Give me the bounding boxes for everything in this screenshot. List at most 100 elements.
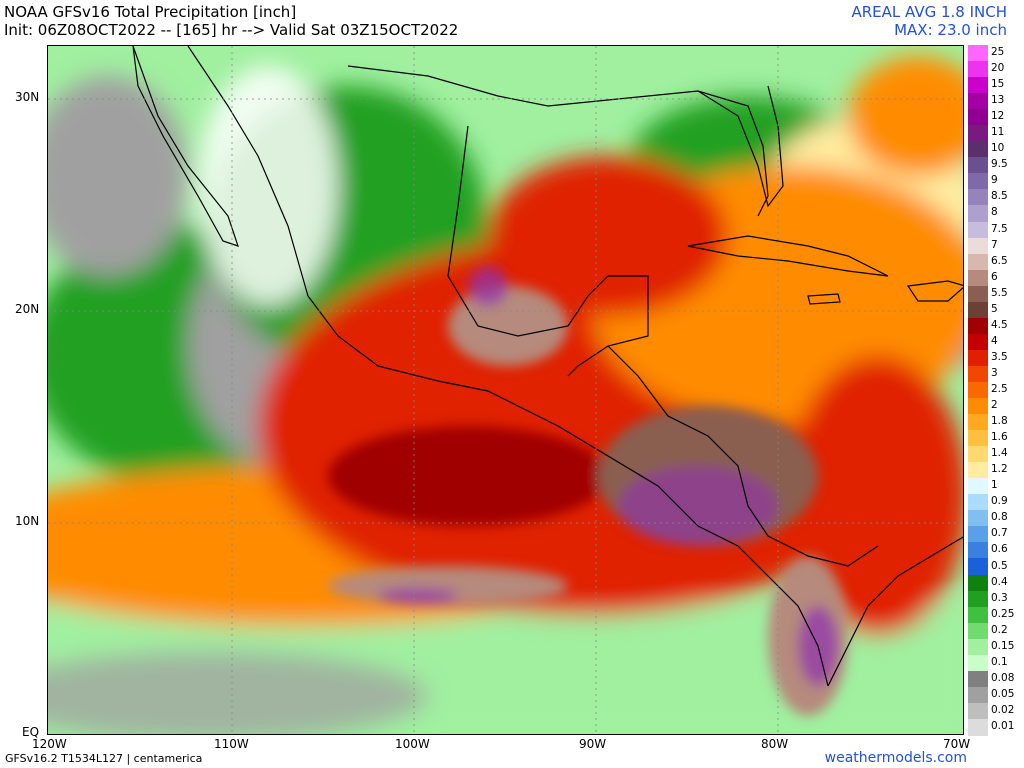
cuba-coastline [687, 235, 889, 277]
hispaniola-coastline [906, 280, 963, 302]
colorbar-label: 1 [991, 479, 998, 492]
colorbar-label: 2 [991, 399, 998, 412]
central-america-caribbean [607, 345, 879, 567]
colorbar-label: 1.4 [991, 447, 1008, 460]
colorbar-swatch [968, 333, 988, 351]
colorbar-label: 6 [991, 270, 998, 283]
south-dry-band [48, 651, 428, 734]
colorbar-swatch [968, 77, 988, 94]
colorbar-swatch [968, 654, 988, 672]
colorbar-swatch [968, 638, 988, 656]
lon-label-120w: 120W [32, 737, 67, 751]
lon-label-80w: 80W [761, 737, 789, 751]
colorbar-label: 0.02 [991, 703, 1015, 716]
colorbar-swatch [968, 446, 988, 463]
colorbar-swatch [968, 686, 988, 704]
dark-red-core-1 [328, 426, 608, 526]
colorbar-label: 0.15 [991, 639, 1015, 652]
colorbar-label: 8.5 [991, 190, 1008, 203]
colorbar-label: 5 [991, 302, 998, 315]
colorbar-swatch [968, 93, 988, 110]
colorbar-label: 6.5 [991, 254, 1008, 267]
colorbar-label: 0.01 [991, 719, 1015, 732]
colorbar-swatch [968, 173, 988, 190]
colorbar-swatch [968, 590, 988, 608]
colorbar-label: 2.5 [991, 383, 1008, 395]
colorbar-swatch [968, 285, 988, 303]
colorbar-label: 1.6 [991, 431, 1008, 444]
colorbar-swatch [968, 478, 988, 495]
gulf-red [488, 156, 728, 316]
lat-label-10n: 10N [15, 514, 40, 528]
colorbar-label: 0.8 [991, 511, 1008, 524]
colorbar-label: 0.25 [991, 607, 1015, 620]
colorbar-label: 4.5 [991, 318, 1008, 331]
colorbar-swatch [968, 221, 988, 239]
lat-lon-grid [48, 46, 963, 734]
colorbar-swatch [968, 381, 988, 399]
map-canvas [48, 46, 963, 734]
model-info: GFSv16.2 T1534L127 | centamerica [5, 752, 203, 765]
colorbar-label: 3.5 [991, 350, 1008, 363]
colorbar-swatch [968, 414, 988, 431]
colorbar-swatch [968, 622, 988, 640]
colorbar-swatch [968, 349, 988, 367]
init-valid-line: Init: 06Z08OCT2022 -- [165] hr --> Valid… [4, 21, 459, 39]
colorbar-label: 12 [991, 110, 1005, 123]
site-link[interactable]: weathermodels.com [824, 750, 967, 766]
colorbar-label: 8 [991, 206, 998, 219]
colorbar-label: 3 [991, 366, 998, 379]
colorbar-swatch [968, 301, 988, 319]
colorbar-swatch [968, 542, 988, 560]
colorbar-label: 25 [991, 46, 1005, 59]
colorbar-swatch [968, 574, 988, 592]
colorbar-swatch [968, 157, 988, 174]
colorbar-swatch [968, 61, 988, 78]
areal-average: AREAL AVG 1.8 INCH [851, 3, 1007, 21]
colorbar-label: 0.5 [991, 559, 1008, 572]
south-america-coast [827, 536, 963, 687]
precipitation-map [47, 45, 964, 735]
baja-land [198, 66, 338, 306]
colorbar-swatch [968, 365, 988, 383]
colorbar-swatch [968, 125, 988, 142]
mauve-core-1 [448, 286, 568, 366]
colorbar-swatch [968, 558, 988, 576]
mexico-pacific-coast [187, 46, 519, 407]
colorbar-label: 0.05 [991, 687, 1015, 700]
lat-label-30n: 30N [15, 90, 40, 104]
colorbar-label: 7 [991, 238, 998, 251]
jamaica-coastline [807, 293, 841, 305]
precipitation-field [48, 46, 963, 734]
lat-label-20n: 20N [15, 302, 40, 316]
lon-label-100w: 100W [395, 737, 430, 751]
colorbar-label: 0.2 [991, 623, 1008, 636]
colorbar-label: 10 [991, 142, 1005, 155]
colorbar-swatch [968, 269, 988, 287]
colorbar-swatch [968, 430, 988, 447]
northwest-dry-region [48, 76, 188, 276]
colorbar-swatch [968, 702, 988, 720]
colorbar-label: 0.1 [991, 655, 1008, 668]
colorbar-label: 0.9 [991, 495, 1008, 508]
colorbar-swatch [968, 141, 988, 158]
colorbar-swatch [968, 205, 988, 223]
purple-core-1 [618, 466, 778, 546]
colorbar-label: 4 [991, 334, 998, 347]
colorbar-label: 5.5 [991, 286, 1008, 299]
colorbar-label: 7.5 [991, 222, 1008, 235]
colorbar-label: 15 [991, 78, 1005, 91]
east-red [788, 356, 963, 636]
colorbar-label: 1.8 [991, 415, 1008, 428]
colorbar-swatch [968, 189, 988, 207]
central-america-pacific [517, 405, 829, 687]
colorbar-swatch [968, 462, 988, 479]
colorbar-swatch [968, 718, 988, 736]
lon-label-110w: 110W [214, 737, 249, 751]
colorbar-swatch [968, 606, 988, 624]
colorbar-swatch [968, 526, 988, 544]
colorbar-swatch [968, 317, 988, 335]
lon-label-90w: 90W [579, 737, 607, 751]
colorbar-label: 0.3 [991, 591, 1008, 604]
colorbar-label: 11 [991, 126, 1005, 139]
